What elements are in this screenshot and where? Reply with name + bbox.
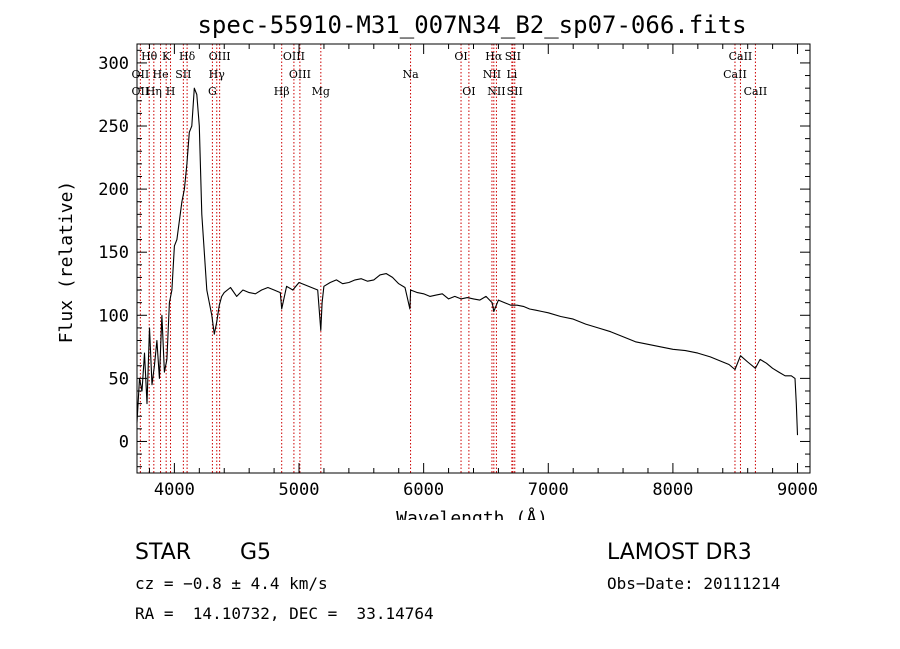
object-class: STAR — [135, 540, 192, 565]
redshift-cz: cz = −0.8 ± 4.4 km/s — [135, 574, 328, 593]
obs-date: Obs−Date: 20111214 — [607, 574, 781, 593]
line-label-sii: SII — [175, 68, 191, 81]
line-label-li: Li — [506, 68, 517, 81]
y-axis-label: Flux (relative) — [56, 181, 77, 344]
line-label-h: H — [166, 85, 176, 98]
y-tick-label: 100 — [98, 306, 129, 326]
y-tick-label: 0 — [119, 432, 129, 452]
line-label-oiii: OIII — [283, 50, 305, 63]
line-label-g: G — [208, 85, 217, 98]
line-label-k: K — [162, 50, 171, 63]
x-tick-label: 4000 — [154, 480, 195, 500]
line-label-oi: OI — [462, 85, 475, 98]
line-label-oiii: OIII — [209, 50, 231, 63]
line-label-hδ: Hδ — [179, 50, 196, 63]
chart-title: spec-55910-M31_007N34_B2_sp07-066.fits — [197, 11, 746, 39]
x-tick-label: 9000 — [777, 480, 818, 500]
x-tick-label: 7000 — [528, 480, 569, 500]
y-tick-label: 50 — [109, 369, 129, 389]
line-label-sii: SII — [505, 50, 521, 63]
line-label-hθ: Hθ — [141, 50, 158, 63]
line-label-sii: SII — [507, 85, 523, 98]
spectrum-plot: spec-55910-M31_007N34_B2_sp07-066.fits H… — [56, 11, 818, 520]
line-label-caii: CaII — [723, 68, 747, 81]
line-label-he: He — [153, 68, 169, 81]
spectrum-line — [136, 87, 799, 436]
line-label-oi: OI — [454, 50, 467, 63]
coordinates: RA = 14.10732, DEC = 33.14764 — [135, 604, 434, 623]
object-subclass: G5 — [240, 540, 272, 565]
y-tick-label: 250 — [98, 117, 129, 137]
line-label-hα: Hα — [485, 50, 503, 63]
line-label-caii: CaII — [729, 50, 753, 63]
line-label-mg: Mg — [312, 85, 330, 98]
line-label-hγ: Hγ — [209, 68, 226, 81]
line-label-nii: NII — [487, 85, 505, 98]
x-axis-label: Wavelength (Å) — [396, 507, 548, 520]
line-label-oii: OII — [132, 85, 150, 98]
y-tick-label: 200 — [98, 180, 129, 200]
line-label-na: Na — [402, 68, 419, 81]
y-tick-label: 150 — [98, 243, 129, 263]
y-axis-ticks: 0 50 100 150 200 250 300 — [98, 49, 810, 468]
line-label-hη: Hη — [146, 85, 162, 98]
x-tick-label: 5000 — [279, 480, 320, 500]
x-tick-label: 6000 — [403, 480, 444, 500]
line-label-caii: CaII — [744, 85, 768, 98]
line-label-oii: OII — [132, 68, 150, 81]
y-tick-label: 300 — [98, 54, 129, 74]
survey-name: LAMOST DR3 — [607, 540, 752, 565]
plot-frame — [136, 43, 811, 474]
line-label-hβ: Hβ — [274, 85, 290, 98]
line-label-nii: NII — [483, 68, 501, 81]
spectral-line-markers — [139, 44, 756, 473]
line-label-oiii: OIII — [289, 68, 311, 81]
x-axis-ticks: 4000 5000 6000 7000 8000 9000 — [148, 44, 818, 500]
x-tick-label: 8000 — [652, 480, 693, 500]
